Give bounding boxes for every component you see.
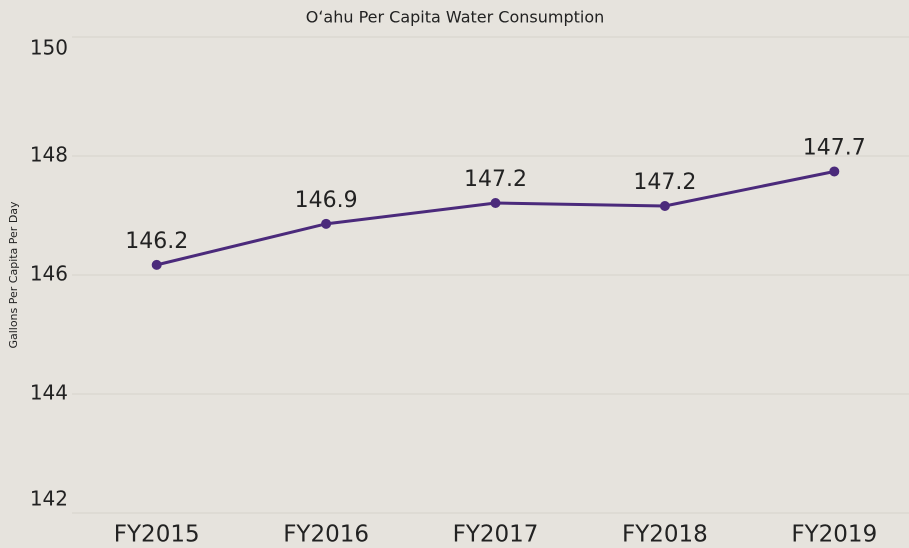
y-tick-label: 146 — [30, 262, 68, 286]
x-tick-label: FY2016 — [283, 522, 369, 548]
x-tick-label: FY2018 — [622, 522, 708, 548]
data-label: 146.9 — [295, 188, 358, 213]
data-label: 147.2 — [464, 167, 527, 192]
x-tick-label: FY2017 — [453, 522, 539, 548]
data-label: 147.7 — [803, 135, 866, 160]
x-tick-label: FY2015 — [114, 522, 200, 548]
point — [321, 218, 332, 229]
y-tick-label: 148 — [30, 143, 68, 167]
y-tick-label: 142 — [30, 487, 68, 511]
data-label: 147.2 — [633, 170, 696, 195]
y-tick-label: 150 — [30, 36, 68, 60]
data-label: 146.2 — [125, 229, 188, 254]
point — [829, 166, 840, 177]
point — [151, 259, 162, 270]
chart-title: Oʻahu Per Capita Water Consumption — [306, 8, 605, 27]
y-tick-label: 144 — [30, 381, 68, 405]
x-tick-label: FY2019 — [791, 522, 877, 548]
y-axis-label: Gallons Per Capita Per Day — [7, 201, 20, 349]
point — [490, 198, 501, 209]
point — [659, 200, 670, 211]
